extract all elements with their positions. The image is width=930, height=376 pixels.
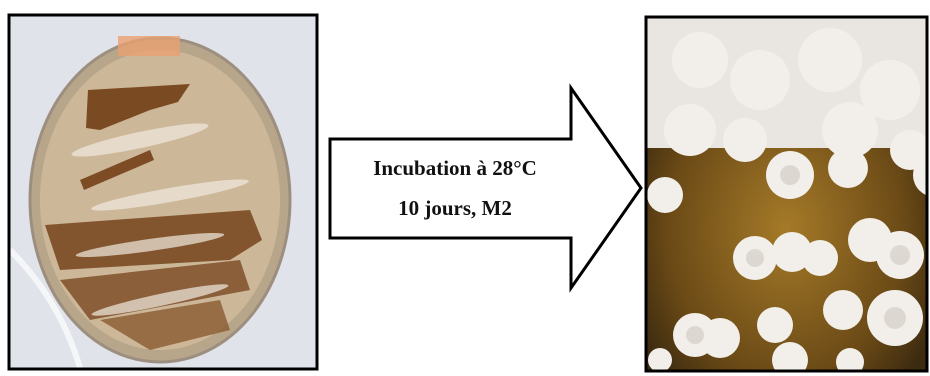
- page: Incubation à 28°C 10 jours, M2 (() => { …: [0, 0, 930, 376]
- arrow-label: Incubation à 28°C: [373, 156, 537, 180]
- colonies-photo: [647, 18, 930, 376]
- plate-photo: [10, 16, 316, 368]
- arrow: [330, 88, 641, 288]
- arrow-label: 10 jours, M2: [398, 196, 512, 220]
- figure: Incubation à 28°C 10 jours, M2: [0, 0, 930, 376]
